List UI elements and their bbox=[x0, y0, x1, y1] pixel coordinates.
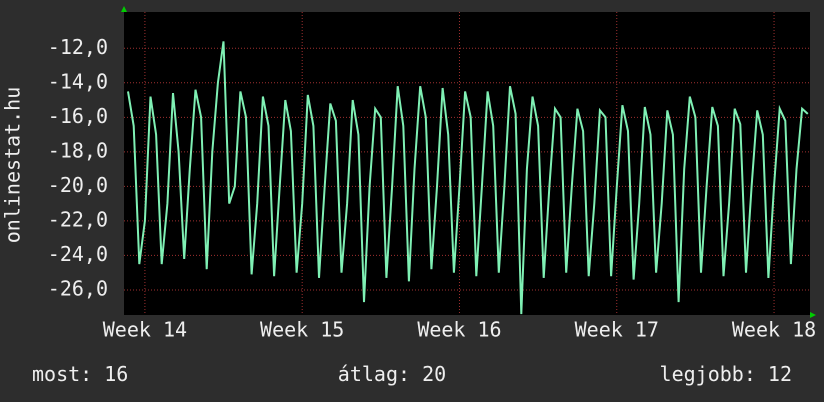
stat-value: 20 bbox=[422, 362, 446, 386]
y-tick-label: -20,0 bbox=[48, 173, 108, 197]
axis-arrow bbox=[121, 6, 127, 12]
x-tick-label: Week 17 bbox=[575, 318, 659, 342]
y-tick-label: -12,0 bbox=[48, 35, 108, 59]
plot-area bbox=[124, 12, 810, 315]
stat-label: most: bbox=[32, 362, 92, 386]
y-axis-title: onlinestat.hu bbox=[1, 87, 25, 244]
x-tick-label: Week 15 bbox=[260, 318, 344, 342]
stat: legjobb: 12 bbox=[660, 362, 792, 386]
y-tick-label: -18,0 bbox=[48, 138, 108, 162]
x-tick-label: Week 18 bbox=[732, 318, 816, 342]
stat: most: 16 bbox=[32, 362, 128, 386]
axis-arrow bbox=[810, 312, 816, 318]
stat-label: átlag: bbox=[338, 362, 410, 386]
y-tick-label: -14,0 bbox=[48, 69, 108, 93]
x-tick-label: Week 16 bbox=[417, 318, 501, 342]
y-tick-label: -16,0 bbox=[48, 104, 108, 128]
x-tick-label: Week 14 bbox=[103, 318, 187, 342]
y-tick-label: -22,0 bbox=[48, 207, 108, 231]
y-tick-label: -26,0 bbox=[48, 276, 108, 300]
data-line bbox=[127, 41, 809, 315]
stat-label: legjobb: bbox=[660, 362, 756, 386]
y-tick-label: -24,0 bbox=[48, 242, 108, 266]
stat-value: 12 bbox=[768, 362, 792, 386]
stat: átlag: 20 bbox=[338, 362, 446, 386]
stat-value: 16 bbox=[104, 362, 128, 386]
